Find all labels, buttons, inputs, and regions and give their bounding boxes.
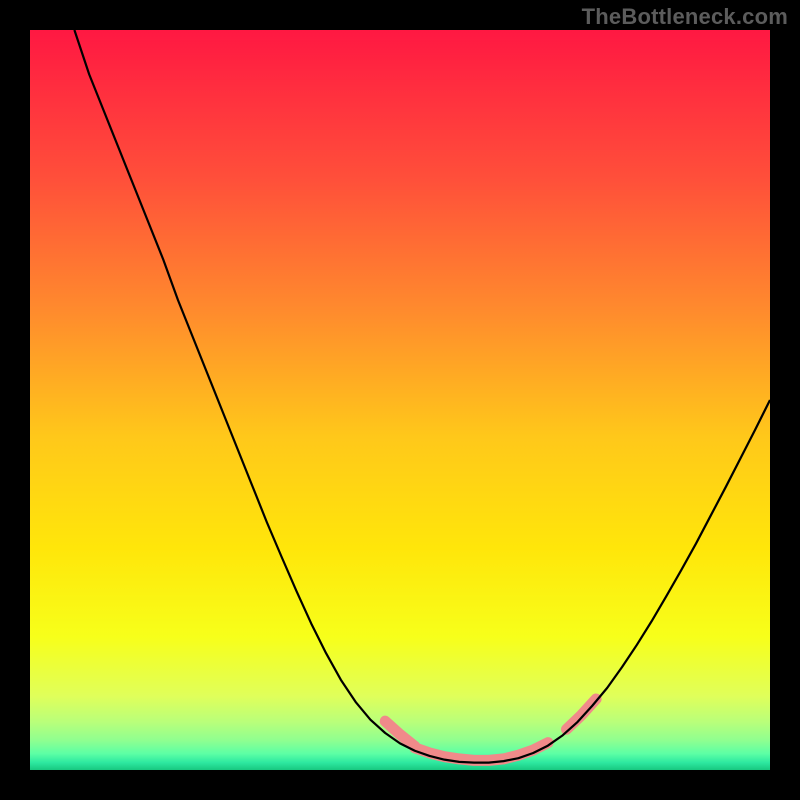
- bottleneck-chart: [0, 0, 800, 800]
- chart-stage: TheBottleneck.com: [0, 0, 800, 800]
- plot-background: [30, 30, 770, 770]
- watermark-text: TheBottleneck.com: [582, 4, 788, 30]
